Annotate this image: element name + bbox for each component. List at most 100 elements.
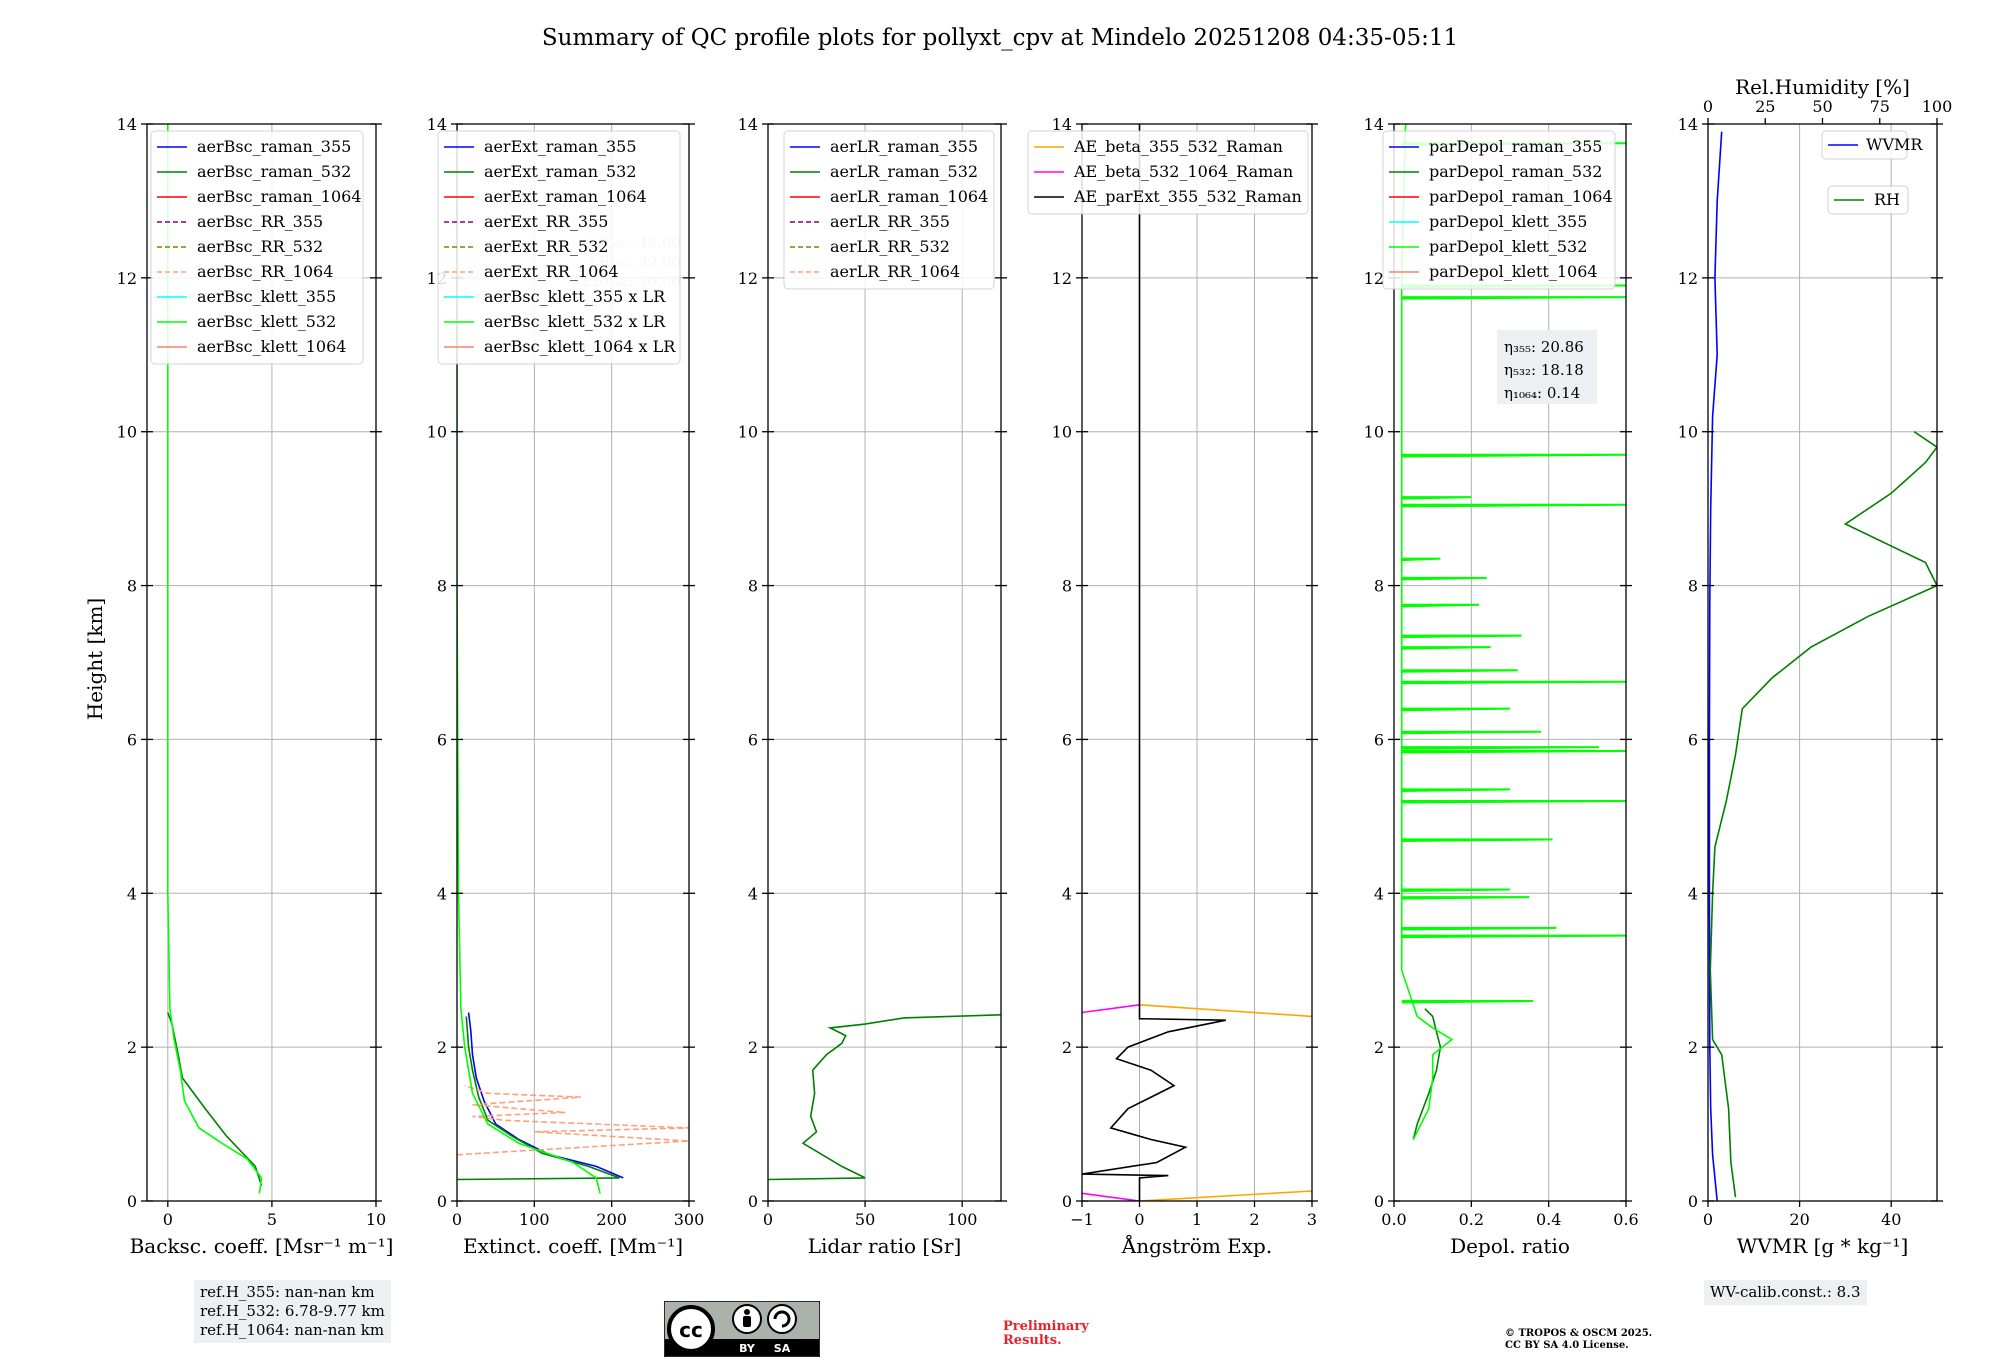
legend-box bbox=[150, 130, 364, 365]
y-tick-label: 12 bbox=[1052, 269, 1072, 288]
legend-label: aerExt_raman_1064 bbox=[484, 187, 647, 206]
data-layer bbox=[1082, 124, 1312, 1201]
x-tick-label: 0.2 bbox=[1459, 1210, 1484, 1229]
legend-label: AE_parExt_355_532_Raman bbox=[1073, 187, 1302, 206]
x-tick-label: 100 bbox=[947, 1210, 978, 1229]
x-top-tick-label: 100 bbox=[1922, 97, 1953, 116]
y-tick-label: 2 bbox=[1062, 1038, 1072, 1057]
series-AE_parExt_355_532_Raman bbox=[1082, 124, 1226, 1201]
y-tick-label: 10 bbox=[1052, 423, 1072, 442]
depol-spike bbox=[1401, 496, 1472, 500]
x-tick-label: 5 bbox=[267, 1210, 277, 1229]
series-aerExt_raman_532 bbox=[457, 1016, 620, 1181]
y-tick-label: 8 bbox=[1374, 577, 1384, 596]
depol-spike bbox=[1401, 926, 1557, 931]
legend-label: parDepol_klett_1064 bbox=[1429, 262, 1598, 281]
depol-spike bbox=[1401, 896, 1530, 900]
series-parDepol_raman_532 bbox=[1412, 1008, 1442, 1140]
y-tick-label: 14 bbox=[427, 115, 447, 134]
y-tick-label: 12 bbox=[1678, 269, 1698, 288]
y-tick-label: 0 bbox=[1688, 1192, 1698, 1211]
legend-label: aerLR_raman_1064 bbox=[830, 187, 988, 206]
x-tick-label: 0 bbox=[763, 1210, 773, 1229]
legend-label: aerBsc_klett_355 bbox=[197, 287, 336, 306]
panel-3: 0 50 100 0 2 4 6 8 10 12 14 Lidar ratio [Sr] aerLR_r… bbox=[738, 115, 1007, 1258]
depol-spike bbox=[1401, 576, 1487, 581]
x-top-tick-label: 75 bbox=[1870, 97, 1890, 116]
series-aerExt_raman_355 bbox=[467, 1012, 624, 1179]
x-axis-label: Extinct. coeff. [Mm⁻¹] bbox=[463, 1234, 683, 1258]
y-tick-label: 2 bbox=[748, 1038, 758, 1057]
x-tick-label: 1 bbox=[1192, 1210, 1202, 1229]
legend: WVMR RH bbox=[1821, 130, 1923, 215]
legend-box bbox=[1382, 130, 1616, 290]
y-tick-label: 6 bbox=[1062, 730, 1072, 749]
y-tick-label: 12 bbox=[1364, 269, 1384, 288]
legend-label: RH bbox=[1874, 190, 1900, 209]
y-tick-label: 14 bbox=[117, 115, 137, 134]
legend-label: parDepol_raman_355 bbox=[1429, 137, 1602, 156]
legend: parDepol_raman_355 parDepol_raman_532 parD… bbox=[1382, 130, 1616, 290]
x-tick-label: 100 bbox=[519, 1210, 550, 1229]
y-tick-label: 6 bbox=[1688, 730, 1698, 749]
y-tick-label: 14 bbox=[738, 115, 758, 134]
depol-spike bbox=[1401, 707, 1511, 712]
refh-532: ref.H_532: 6.78-9.77 km bbox=[200, 1302, 385, 1320]
legend-label: parDepol_klett_355 bbox=[1429, 212, 1587, 231]
legend-label: parDepol_raman_532 bbox=[1429, 162, 1602, 181]
refh-1064: ref.H_1064: nan-nan km bbox=[200, 1321, 385, 1339]
eta-annotation: η₅₃₂: 18.18 bbox=[1504, 361, 1584, 379]
y-tick-label: 4 bbox=[437, 884, 447, 903]
x-axis-label: Lidar ratio [Sr] bbox=[808, 1234, 962, 1258]
eta-annotation: η₃₅₅: 20.86 bbox=[1504, 338, 1584, 356]
eta-annotation: η₁₀₆₄: 0.14 bbox=[1504, 384, 1580, 402]
x-tick-label: 300 bbox=[674, 1210, 705, 1229]
legend-label: AE_beta_355_532_Raman bbox=[1073, 137, 1283, 156]
y-tick-label: 8 bbox=[1062, 577, 1072, 596]
y-tick-label: 14 bbox=[1364, 115, 1384, 134]
axes-frame bbox=[456, 123, 690, 1202]
series-aerBsc_klett_532 x LR bbox=[457, 124, 601, 1194]
y-tick-label: 10 bbox=[427, 423, 447, 442]
x-tick-label: 0.6 bbox=[1613, 1210, 1638, 1229]
y-tick-label: 0 bbox=[127, 1192, 137, 1211]
y-tick-label: 12 bbox=[117, 269, 137, 288]
legend-label: aerBsc_RR_532 bbox=[197, 237, 323, 256]
y-tick-label: 14 bbox=[1678, 115, 1698, 134]
x-tick-label: 0.4 bbox=[1536, 1210, 1561, 1229]
y-tick-label: 6 bbox=[437, 730, 447, 749]
axes-frame bbox=[767, 123, 1002, 1202]
x-tick-label: 0.0 bbox=[1381, 1210, 1406, 1229]
legend: aerBsc_raman_355 aerBsc_raman_532 aerBsc_r… bbox=[150, 130, 364, 365]
depol-spike bbox=[1401, 296, 1626, 300]
depol-spike bbox=[1401, 634, 1522, 639]
legend-box bbox=[437, 130, 681, 365]
depol-spike bbox=[1401, 603, 1480, 608]
grid bbox=[1707, 123, 1937, 1202]
y-tick-label: 2 bbox=[127, 1038, 137, 1057]
y-tick-label: 12 bbox=[738, 269, 758, 288]
legend-label: parDepol_raman_1064 bbox=[1429, 187, 1613, 206]
depol-spike bbox=[1401, 788, 1511, 792]
legend-label: AE_beta_532_1064_Raman bbox=[1073, 162, 1293, 181]
series-parDepol_klett_532 bbox=[1400, 124, 1454, 1140]
legend-label: aerExt_raman_355 bbox=[484, 137, 637, 156]
svg-text:BY: BY bbox=[739, 1342, 756, 1355]
depol-spike bbox=[1401, 999, 1534, 1004]
share-alike-icon bbox=[767, 1304, 797, 1334]
legend-label: aerLR_RR_1064 bbox=[830, 262, 960, 281]
refh-355: ref.H_355: nan-nan km bbox=[200, 1283, 375, 1301]
legend-label: WVMR bbox=[1866, 135, 1923, 154]
legend-label: aerBsc_klett_1064 bbox=[197, 337, 346, 356]
x-top-tick-label: 0 bbox=[1703, 97, 1713, 116]
y-tick-label: 2 bbox=[1374, 1038, 1384, 1057]
data-layer bbox=[768, 1014, 1001, 1181]
x-tick-label: 40 bbox=[1881, 1210, 1901, 1229]
y-tick-label: 4 bbox=[1688, 884, 1698, 903]
legend-box bbox=[1827, 185, 1909, 215]
axes-frame bbox=[1393, 123, 1627, 1202]
